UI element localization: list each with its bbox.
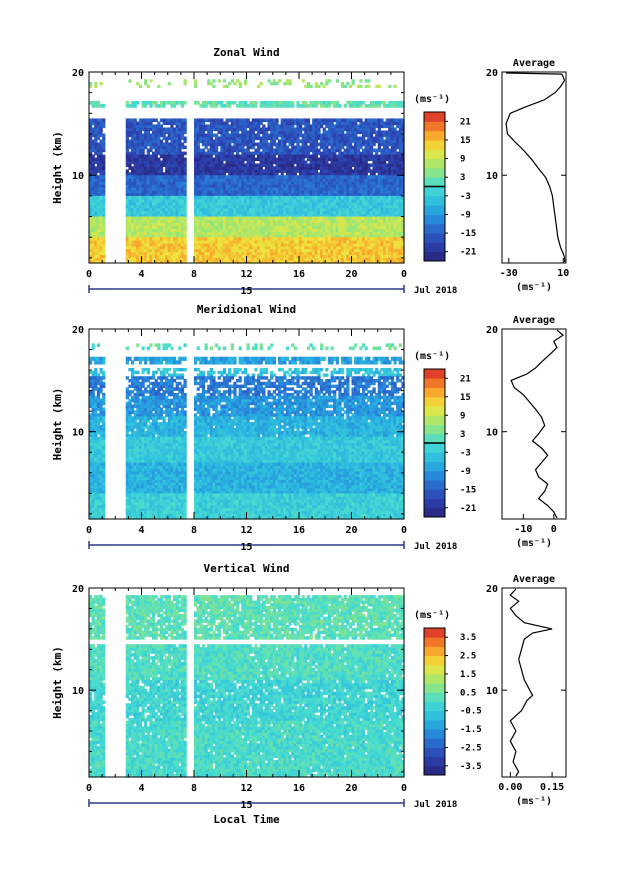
- heatmap-cell: [231, 79, 234, 82]
- heatmap-cell: [194, 79, 197, 82]
- heatmap-cell: [210, 155, 213, 159]
- heatmap-cell: [273, 79, 276, 82]
- heatmap-cell: [184, 118, 187, 122]
- heatmap-cell: [223, 79, 226, 82]
- heatmap-cell: [128, 79, 131, 82]
- heatmap-cell: [380, 118, 383, 122]
- heatmap-cell: [336, 79, 339, 82]
- heatmap-cell: [296, 101, 299, 105]
- heatmap-cell: [100, 82, 103, 85]
- heatmap-cell: [252, 155, 255, 159]
- heatmap-cell: [155, 101, 158, 105]
- heatmap-cell: [367, 85, 370, 88]
- heatmap-cell: [144, 79, 147, 82]
- heatmap-cell: [220, 118, 223, 122]
- heatmap-cell: [181, 155, 184, 159]
- heatmap-cell: [273, 155, 276, 159]
- heatmap-cell: [328, 79, 331, 82]
- heatmap-cell: [197, 101, 200, 105]
- heatmap-cell: [268, 79, 271, 82]
- heatmap-cell: [97, 101, 100, 105]
- heatmap-cell: [352, 79, 355, 82]
- heatmap-cell: [184, 79, 187, 82]
- heatmap-cell: [184, 101, 187, 105]
- heatmap-cell: [367, 79, 370, 82]
- heatmap-cell: [207, 79, 210, 82]
- heatmap-cell: [102, 196, 105, 200]
- heatmap-cell: [346, 82, 349, 85]
- heatmap-cell: [359, 85, 362, 88]
- heatmap-cell: [320, 82, 323, 85]
- heatmap-cell: [278, 79, 281, 82]
- heatmap-cell: [244, 101, 247, 105]
- heatmap-cell: [307, 82, 310, 85]
- heatmap-cell: [289, 79, 292, 82]
- heatmap-cell: [254, 101, 257, 105]
- heatmap-cell: [388, 85, 391, 88]
- heatmap-cell: [184, 175, 187, 179]
- heatmap-cell: [136, 82, 139, 85]
- heatmap-cell: [155, 155, 158, 159]
- heatmap-cell: [336, 101, 339, 105]
- heatmap-cell: [126, 101, 129, 105]
- heatmap-cell: [184, 196, 187, 200]
- heatmap-cell: [212, 79, 215, 82]
- heatmap-cell: [275, 118, 278, 122]
- heatmap-cell: [236, 79, 239, 82]
- heatmap-cell: [136, 101, 139, 105]
- heatmap-cell: [244, 79, 247, 82]
- heatmap-cells: [89, 79, 405, 263]
- heatmap-cell: [157, 85, 160, 88]
- heatmap-cell: [134, 118, 137, 122]
- heatmap-cell: [383, 101, 386, 105]
- heatmap-cell: [315, 82, 318, 85]
- heatmap-cell: [102, 104, 105, 108]
- heatmap-cell: [168, 82, 171, 85]
- heatmap-cell: [184, 217, 187, 221]
- heatmap-cell: [233, 101, 236, 105]
- panel-title: Zonal Wind: [213, 46, 279, 59]
- heatmap-cell: [378, 85, 381, 88]
- heatmap-cell: [307, 118, 310, 122]
- heatmap-cell: [218, 79, 221, 82]
- heatmap-cell: [359, 79, 362, 82]
- heatmap-cell: [102, 155, 105, 159]
- heatmap-cell: [247, 118, 250, 122]
- heatmap-cell: [291, 101, 294, 105]
- heatmap-cell: [359, 118, 362, 122]
- heatmap-cell: [155, 118, 158, 122]
- heatmap-cell: [94, 82, 97, 85]
- heatmap-cell: [260, 82, 263, 85]
- heatmap-cell: [102, 118, 105, 122]
- heatmap-cell: [362, 101, 365, 105]
- heatmap-cell: [302, 79, 305, 82]
- heatmap-cell: [220, 101, 223, 105]
- heatmap-cell: [92, 155, 95, 159]
- heatmap-cell: [102, 217, 105, 221]
- heatmap-cell: [149, 79, 152, 82]
- heatmap-cell: [394, 85, 397, 88]
- heatmap-cell: [315, 155, 318, 159]
- heatmap-cell: [102, 175, 105, 179]
- heatmap-cell: [304, 101, 307, 105]
- heatmap-cell: [341, 82, 344, 85]
